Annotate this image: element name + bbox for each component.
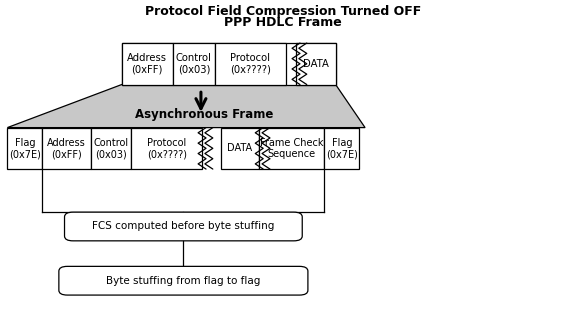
Bar xyxy=(324,128,359,169)
Text: Control
(0x03): Control (0x03) xyxy=(93,137,128,159)
FancyBboxPatch shape xyxy=(65,212,302,241)
Polygon shape xyxy=(7,85,365,128)
Bar xyxy=(215,43,286,85)
Text: Frame Check
Sequence: Frame Check Sequence xyxy=(260,137,324,159)
Text: Flag
(0x7E): Flag (0x7E) xyxy=(326,137,358,159)
Text: Protocol Field Compression Turned OFF: Protocol Field Compression Turned OFF xyxy=(145,5,421,18)
Bar xyxy=(221,128,259,169)
Text: Address
(0xFF): Address (0xFF) xyxy=(127,53,167,75)
Text: Protocol
(0x????): Protocol (0x????) xyxy=(147,137,187,159)
Text: PPP HDLC Frame: PPP HDLC Frame xyxy=(224,16,342,29)
Bar xyxy=(122,43,173,85)
Text: DATA: DATA xyxy=(303,59,329,69)
Text: Flag
(0x7E): Flag (0x7E) xyxy=(9,137,41,159)
Text: Byte stuffing from flag to flag: Byte stuffing from flag to flag xyxy=(106,276,260,286)
Bar xyxy=(91,128,131,169)
Text: Asynchronous Frame: Asynchronous Frame xyxy=(135,108,273,121)
Bar xyxy=(173,43,215,85)
FancyBboxPatch shape xyxy=(59,266,308,295)
Bar xyxy=(42,128,91,169)
Text: FCS computed before byte stuffing: FCS computed before byte stuffing xyxy=(92,221,275,232)
Text: Protocol
(0x????): Protocol (0x????) xyxy=(230,53,271,75)
Text: Address
(0xFF): Address (0xFF) xyxy=(47,137,86,159)
Bar xyxy=(296,43,336,85)
Text: Control
(0x03): Control (0x03) xyxy=(176,53,212,75)
Bar xyxy=(7,128,42,169)
Bar xyxy=(122,43,336,85)
Bar xyxy=(131,128,202,169)
Bar xyxy=(259,128,324,169)
Text: DATA: DATA xyxy=(228,143,252,153)
